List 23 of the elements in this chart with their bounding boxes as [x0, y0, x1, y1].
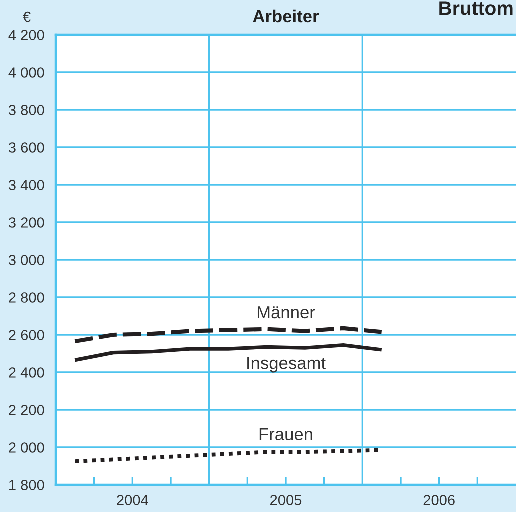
y-tick-label: 2 200	[9, 405, 44, 416]
x-tick-label: 2006	[424, 495, 455, 506]
y-tick-label: 4 200	[8, 30, 44, 40]
y-tick-label: 2 800	[9, 292, 44, 303]
y-tick-label: 2 400	[9, 368, 44, 378]
y-tick-label: 1 800	[10, 480, 44, 490]
series-label: Insgesamt	[248, 357, 326, 373]
x-tick-label: 2005	[270, 495, 302, 506]
y-tick-label: 3 400	[8, 180, 44, 190]
y-tick-label: 4 000	[8, 68, 44, 78]
y-axis-title: €	[23, 12, 31, 22]
y-tick-label: 3 200	[8, 218, 44, 228]
y-tick-label: 3 600	[8, 142, 44, 153]
line-series	[73, 326, 384, 344]
y-tick-label: 3 000	[8, 255, 44, 266]
chart-title: Arbeiter	[253, 10, 320, 23]
series-label: Frauen	[260, 428, 312, 441]
x-tick-label: 2004	[117, 495, 148, 506]
y-tick-label: 3 800	[8, 105, 44, 116]
text: Bruttom	[440, 2, 513, 16]
y-tick-label: 2 000	[9, 442, 44, 453]
series-label: Männer	[258, 306, 316, 319]
y-tick-label: 2 600	[9, 330, 44, 340]
